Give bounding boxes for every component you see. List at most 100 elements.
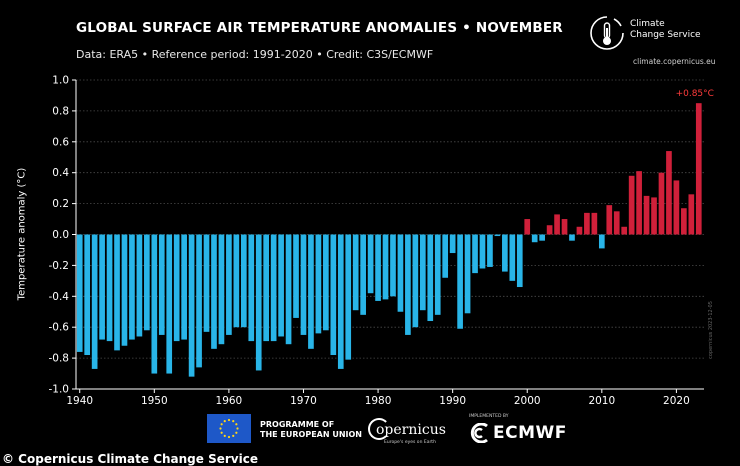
bar: [345, 234, 352, 360]
bar: [427, 234, 434, 322]
eu-star-icon: [235, 431, 238, 434]
bar: [613, 211, 620, 235]
copernicus-tagline: Europe's eyes on Earth: [384, 440, 436, 445]
y-tick-label: 0.4: [52, 167, 69, 179]
bar: [457, 234, 463, 329]
bar: [218, 234, 225, 345]
y-tick-label: 0.0: [52, 229, 69, 241]
y-tick-label: -0.6: [49, 322, 70, 334]
bar: [91, 234, 98, 369]
bar: [151, 234, 158, 374]
x-tick-label: 1970: [290, 395, 317, 407]
bar: [397, 234, 404, 312]
y-tick-label: -0.2: [49, 260, 70, 272]
bar: [114, 234, 120, 351]
copernicus-name: opernicus: [376, 422, 446, 438]
bar: [106, 234, 113, 342]
eu-star-icon: [219, 427, 222, 430]
bar: [144, 234, 150, 331]
eu-star-icon: [227, 435, 231, 439]
bar: [554, 214, 560, 235]
x-tick-label: 2010: [588, 395, 615, 407]
eu-star-icon: [220, 431, 223, 434]
bar: [561, 219, 568, 235]
eu-star-icon: [223, 420, 226, 423]
eu-star-icon: [235, 423, 238, 426]
bar: [524, 219, 531, 235]
bar: [487, 234, 493, 267]
bar: [323, 234, 329, 331]
eu-star-icon: [232, 434, 235, 437]
bar: [539, 234, 545, 241]
bar: [569, 234, 575, 241]
bar: [263, 234, 270, 342]
annotation-label: +0.85°C: [676, 89, 714, 99]
copernicus-logo[interactable]: opernicus Europe's eyes on Earth: [368, 414, 448, 448]
bar: [449, 234, 456, 254]
bar: [226, 234, 232, 335]
ecmwf-implemented-label: IMPLEMENTED BY: [469, 414, 509, 419]
x-tick-label: 1950: [141, 395, 168, 407]
bar: [248, 234, 255, 342]
bar: [300, 234, 307, 335]
bar: [494, 234, 501, 237]
bar: [598, 234, 605, 249]
eu-programme-text: PROGRAMME OF THE EUROPEAN UNION: [260, 420, 362, 439]
bar: [651, 197, 657, 235]
bar: [308, 234, 314, 349]
y-tick-labels: -1.0 -0.8 -0.6 -0.4 -0.2 0.0 0.2 0.4 0.6 0.8 1.0: [49, 75, 70, 396]
bar: [158, 234, 165, 335]
watermark: copernicus 2023-12-05: [708, 301, 714, 359]
c3s-name: Climate Change Service: [630, 19, 701, 40]
bar: [390, 234, 396, 297]
bar: [203, 234, 210, 332]
bars: [76, 103, 702, 377]
y-tick-label: -0.4: [49, 291, 70, 303]
bar: [196, 234, 202, 368]
eu-star-icon: [223, 434, 226, 437]
bar: [658, 172, 665, 235]
x-tick-labels: 1940 1950 1960 1970 1980 1990 2000 2010 2020: [66, 389, 690, 407]
bar: [472, 234, 478, 274]
bar: [666, 151, 672, 235]
x-tick-label: 1940: [66, 395, 93, 407]
chart-title: GLOBAL SURFACE AIR TEMPERATURE ANOMALIES…: [76, 20, 563, 36]
bar: [240, 234, 247, 328]
bar: [636, 171, 642, 235]
bar: [76, 234, 83, 352]
bar: [464, 234, 471, 314]
bar: [278, 234, 284, 337]
y-tick-label: 1.0: [52, 75, 69, 87]
bar: [531, 234, 538, 243]
bar: [136, 234, 143, 337]
c3s-logo[interactable]: Climate Change Service climate.copernicu…: [588, 14, 718, 66]
bar: [479, 234, 486, 269]
ecmwf-logo[interactable]: IMPLEMENTED BY ECMWF: [467, 414, 577, 450]
bar: [621, 226, 628, 235]
grid-lines: [72, 79, 704, 390]
bar: [382, 234, 389, 300]
bar: [681, 208, 687, 235]
bar: [516, 234, 523, 288]
eu-star-icon: [232, 420, 235, 423]
bar: [233, 234, 240, 328]
x-tick-label: 1980: [365, 395, 392, 407]
bar: [688, 194, 695, 235]
bar: [181, 234, 187, 340]
bar: [375, 234, 381, 301]
thermometer-icon: [590, 16, 624, 50]
x-tick-label: 2020: [663, 395, 690, 407]
bar: [173, 234, 180, 342]
bar: [502, 234, 508, 272]
eu-flag-icon: [207, 414, 251, 443]
x-tick-label: 1990: [439, 395, 466, 407]
c3s-url[interactable]: climate.copernicus.eu: [633, 57, 716, 66]
eu-star-icon: [227, 418, 231, 422]
bar: [591, 212, 598, 235]
bar: [330, 234, 337, 356]
bar: [315, 234, 322, 334]
y-tick-label: -0.8: [49, 353, 70, 365]
bar: [628, 175, 635, 235]
bar: [673, 180, 680, 235]
bar: [129, 234, 135, 340]
